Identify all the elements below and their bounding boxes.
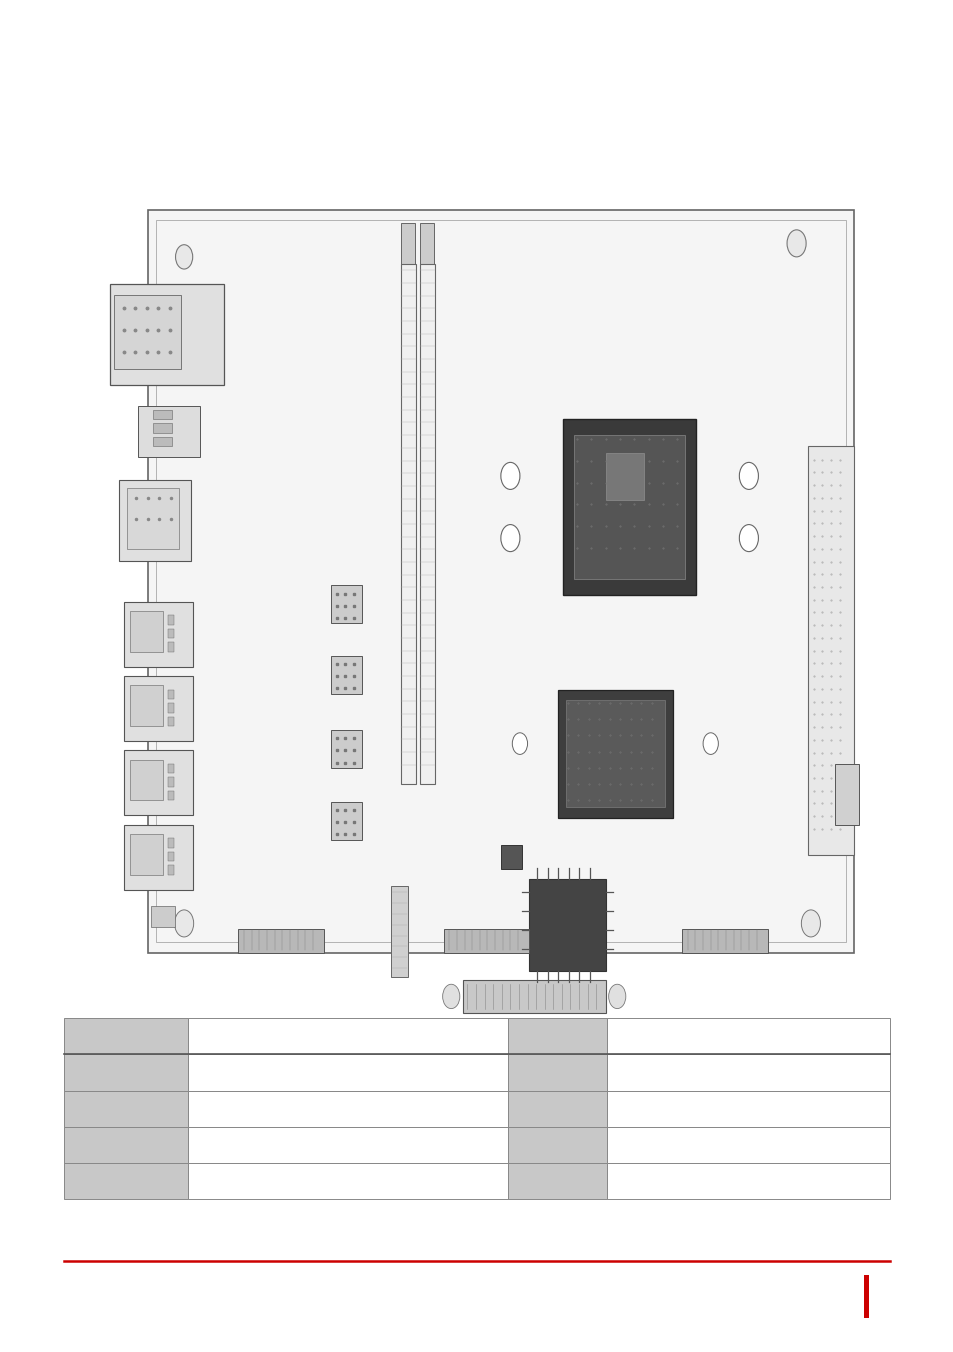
Bar <box>64 1163 188 1199</box>
Circle shape <box>801 910 820 937</box>
Bar <box>138 406 200 457</box>
Bar <box>130 611 163 652</box>
Circle shape <box>608 984 625 1009</box>
Bar <box>168 764 173 773</box>
Bar <box>64 1091 188 1126</box>
Bar <box>400 264 416 784</box>
Bar <box>188 1055 508 1091</box>
Bar <box>124 825 193 890</box>
Circle shape <box>739 525 758 552</box>
Bar <box>574 435 684 579</box>
Bar <box>152 423 172 433</box>
Bar <box>606 1163 889 1199</box>
Bar <box>152 437 172 446</box>
Bar <box>508 1055 606 1091</box>
Bar <box>606 1091 889 1126</box>
Bar <box>148 210 853 953</box>
Bar <box>606 1126 889 1163</box>
Bar <box>419 264 435 784</box>
Bar <box>124 602 193 667</box>
Circle shape <box>184 326 197 345</box>
Circle shape <box>739 462 758 489</box>
Bar <box>64 1055 188 1091</box>
Bar <box>188 1018 508 1055</box>
Bar <box>64 1126 188 1163</box>
Bar <box>151 906 174 927</box>
Bar <box>400 223 415 266</box>
Bar <box>238 929 324 953</box>
Bar <box>155 220 845 942</box>
Bar <box>565 700 664 807</box>
Bar <box>331 802 361 840</box>
Bar <box>606 1018 889 1055</box>
Bar <box>64 1018 188 1055</box>
Bar <box>119 480 191 561</box>
Circle shape <box>175 245 193 269</box>
Bar <box>508 1091 606 1126</box>
Circle shape <box>174 910 193 937</box>
Bar <box>331 585 361 623</box>
Circle shape <box>702 733 718 754</box>
Bar <box>391 886 408 977</box>
Bar <box>508 1163 606 1199</box>
Bar <box>500 845 521 869</box>
Bar <box>130 685 163 726</box>
Bar <box>681 929 767 953</box>
Bar <box>807 446 853 854</box>
Bar <box>605 453 643 500</box>
Circle shape <box>826 810 838 826</box>
Bar <box>462 980 605 1013</box>
Bar <box>152 410 172 419</box>
Bar <box>130 760 163 800</box>
Circle shape <box>500 525 519 552</box>
Bar <box>168 629 173 638</box>
Bar <box>168 777 173 787</box>
Bar <box>168 791 173 800</box>
Circle shape <box>512 733 527 754</box>
Bar <box>114 295 181 369</box>
Circle shape <box>111 326 124 345</box>
Bar <box>331 656 361 694</box>
Bar <box>331 730 361 768</box>
Bar <box>130 834 163 875</box>
Bar <box>562 419 696 595</box>
Bar <box>168 615 173 625</box>
Bar <box>168 642 173 652</box>
Bar <box>124 750 193 815</box>
Bar <box>863 1275 868 1318</box>
Bar <box>558 690 672 818</box>
Bar <box>168 838 173 848</box>
Bar <box>168 690 173 699</box>
Bar <box>419 223 434 266</box>
Bar <box>168 717 173 726</box>
Bar <box>508 1126 606 1163</box>
Bar <box>168 852 173 861</box>
Bar <box>529 879 605 971</box>
Bar <box>110 284 224 385</box>
Bar <box>168 703 173 713</box>
Circle shape <box>442 984 459 1009</box>
Circle shape <box>826 830 838 846</box>
Bar <box>834 764 858 825</box>
Bar <box>188 1091 508 1126</box>
Bar <box>443 929 529 953</box>
Bar <box>124 676 193 741</box>
Bar <box>188 1126 508 1163</box>
Bar <box>127 488 179 549</box>
Circle shape <box>500 462 519 489</box>
Bar <box>508 1018 606 1055</box>
Bar <box>168 865 173 875</box>
Circle shape <box>786 230 805 257</box>
Bar <box>188 1163 508 1199</box>
Bar <box>606 1055 889 1091</box>
